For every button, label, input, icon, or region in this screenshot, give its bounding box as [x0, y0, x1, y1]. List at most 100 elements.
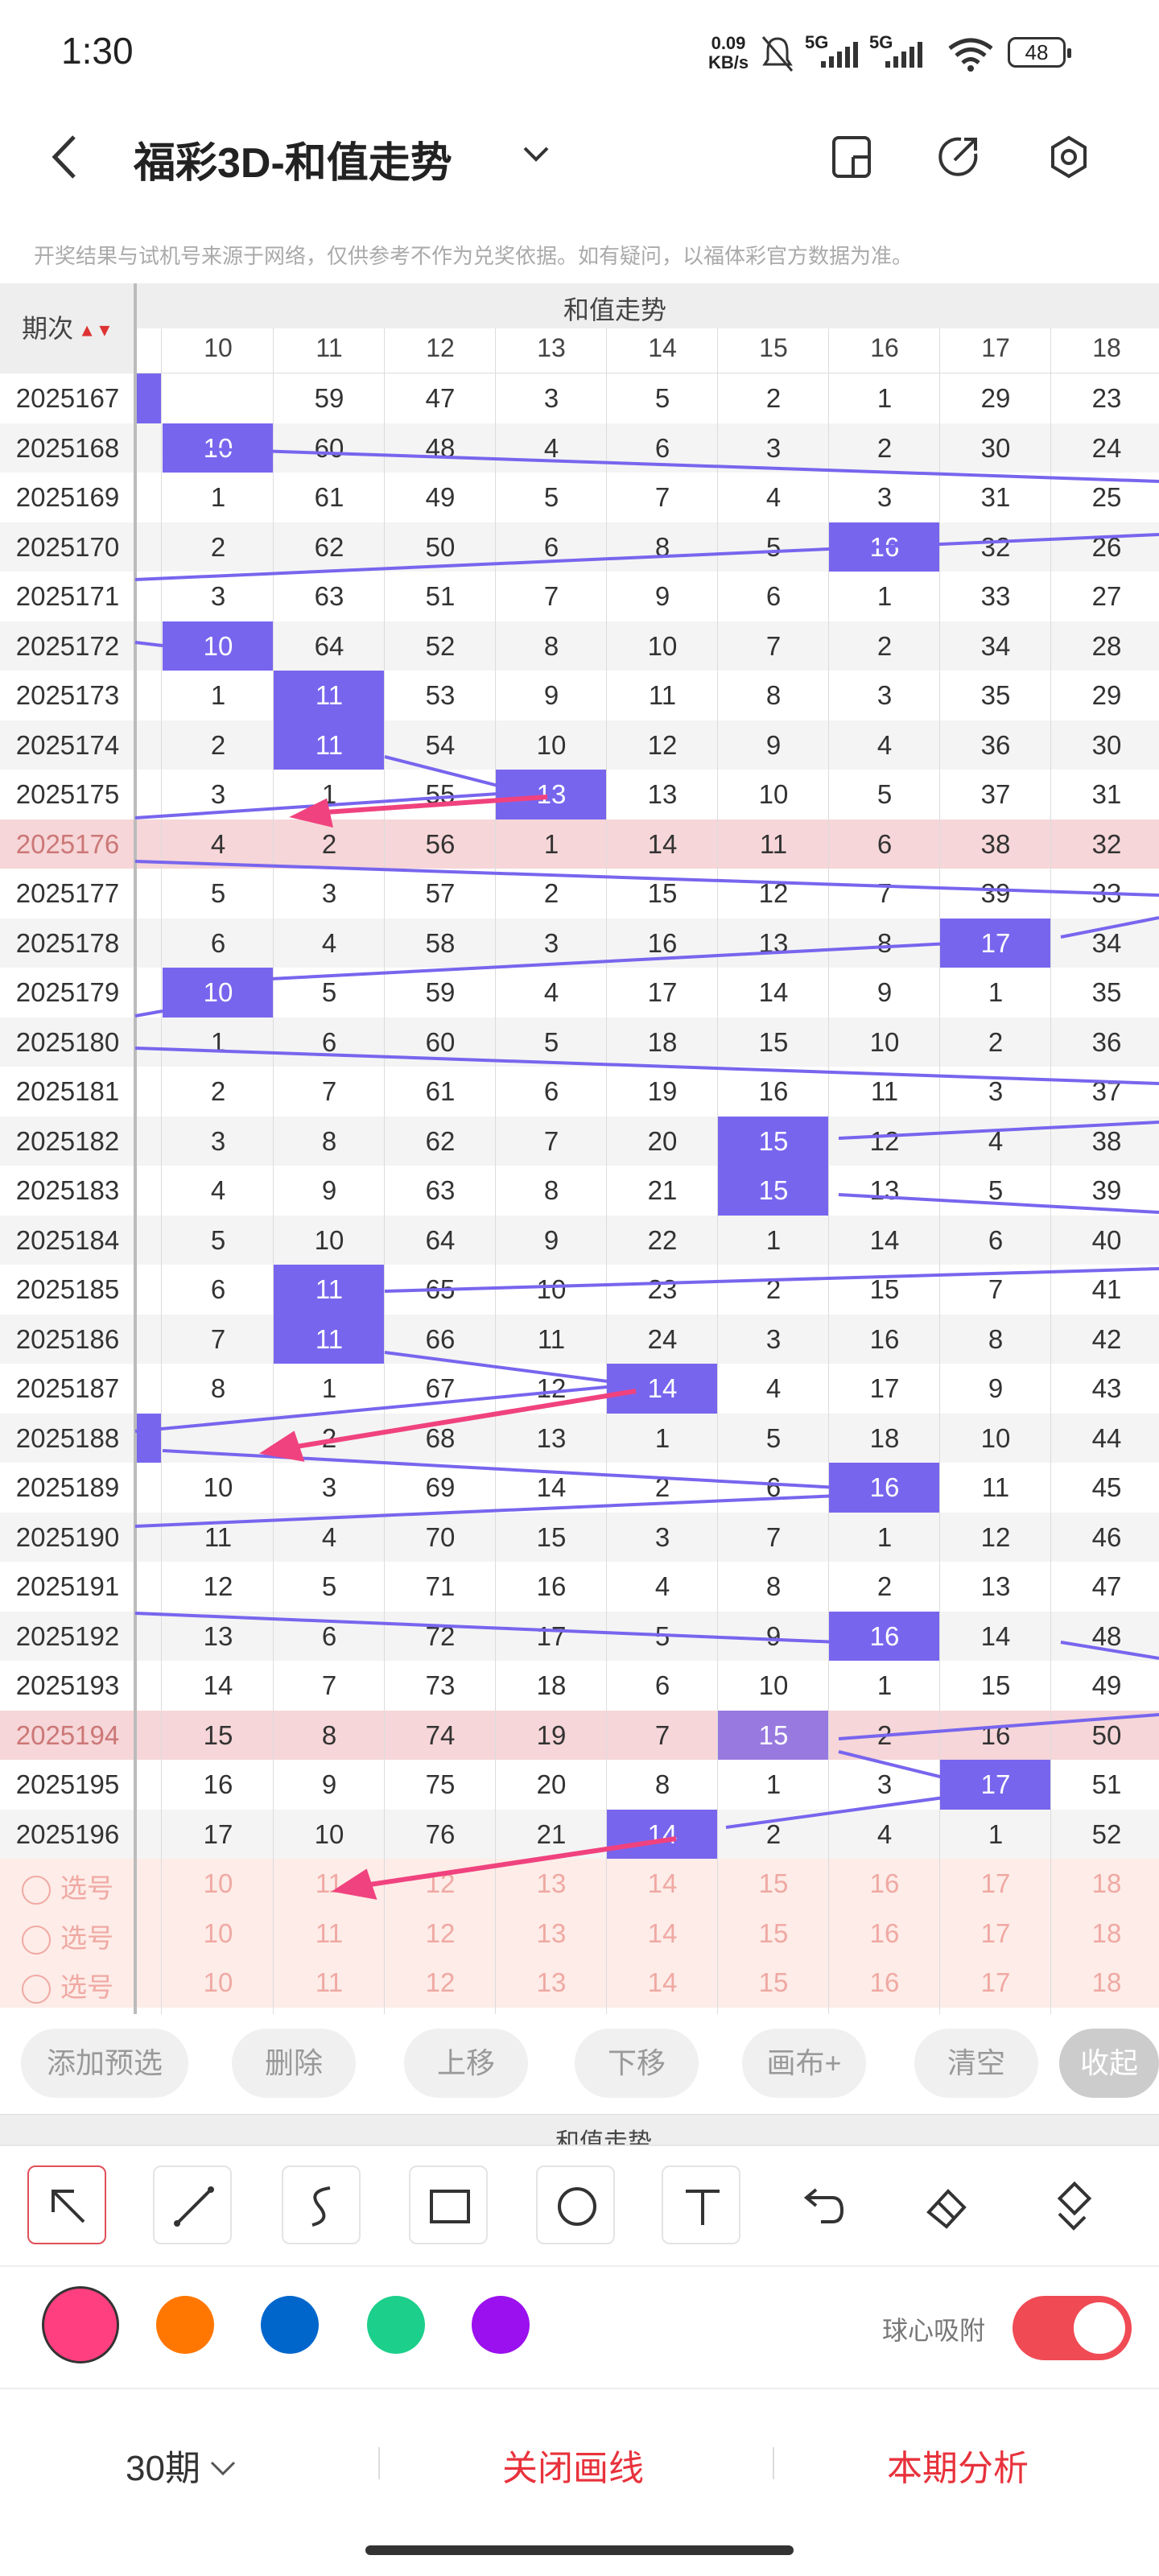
table-row[interactable]: 2025186 7 11 66 11 24 3 16 8 42	[0, 1314, 1159, 1364]
period-header[interactable]: 期次 ▲▼	[0, 283, 135, 374]
select-number-cell[interactable]: 12	[425, 1918, 456, 1948]
select-row[interactable]: 选号 10 11 12 13 14 15 16 17 18	[0, 1908, 1159, 1958]
eraser-icon[interactable]	[921, 2174, 972, 2238]
table-row[interactable]: 2025177 5 3 57 2 15 12 7 39 33	[0, 869, 1159, 919]
period-count-select[interactable]: 30期	[126, 2439, 239, 2491]
select-number-cell[interactable]: 15	[758, 1967, 789, 1997]
clear-brush-icon[interactable]	[1046, 2174, 1098, 2238]
select-number-cell[interactable]: 14	[647, 1918, 678, 1948]
select-radio-icon[interactable]	[22, 1975, 51, 2004]
canvas-plus-button[interactable]: 画布+	[742, 2029, 866, 2098]
table-row[interactable]: 2025190 11 4 70 15 3 7 1 12 46	[0, 1512, 1159, 1562]
select-number-cell[interactable]: 10	[203, 1967, 233, 1997]
select-number-cell[interactable]: 18	[1091, 1918, 1122, 1948]
table-row[interactable]: 2025196 17 10 76 21 14 2 4 1 52	[0, 1809, 1159, 1859]
table-row[interactable]: 2025175 3 1 55 13 13 10 5 37 31	[0, 770, 1159, 819]
line-tool[interactable]	[153, 2165, 232, 2244]
back-arrow-icon[interactable]	[42, 129, 90, 185]
phone-layout-icon[interactable]	[829, 133, 874, 181]
select-number-cell[interactable]: 11	[315, 1918, 344, 1948]
page-title[interactable]: 福彩3D-和值走势	[134, 140, 452, 187]
table-row[interactable]: 2025183 4 9 63 8 21 15 13 5 39	[0, 1166, 1159, 1216]
table-row[interactable]: 2025184 5 10 64 9 22 1 14 6 40	[0, 1215, 1159, 1265]
share-icon[interactable]	[935, 133, 980, 181]
table-row[interactable]: 2025191 12 5 71 16 4 8 2 13 47	[0, 1562, 1159, 1612]
table-row[interactable]: 2025182 3 8 62 7 20 15 12 4 38	[0, 1116, 1159, 1166]
table-row[interactable]: 2025192 13 6 72 17 5 9 16 14 48	[0, 1611, 1159, 1661]
table-row[interactable]: 2025178 6 4 58 3 16 13 8 17 34	[0, 918, 1159, 968]
text-tool[interactable]	[662, 2165, 740, 2244]
select-number-cell[interactable]: 12	[425, 1967, 456, 1997]
table-row[interactable]: 2025179 10 5 59 4 17 14 9 1 35	[0, 968, 1159, 1018]
table-row[interactable]: 2025174 2 11 54 10 12 9 4 36 30	[0, 720, 1159, 770]
table-row[interactable]: 2025170 2 62 50 6 8 5 16 32 26	[0, 522, 1159, 572]
rectangle-tool[interactable]	[409, 2165, 488, 2244]
table-row[interactable]: 2025173 1 11 53 9 11 8 3 35 29	[0, 671, 1159, 720]
table-row[interactable]: 2025195 16 9 75 20 8 1 3 17 51	[0, 1760, 1159, 1810]
select-radio-icon[interactable]	[22, 1925, 51, 1955]
select-number-cell[interactable]: 13	[536, 1868, 567, 1898]
select-number-cell[interactable]: 13	[536, 1967, 567, 1997]
move-up-button[interactable]: 上移	[404, 2029, 528, 2098]
select-number-cell[interactable]: 17	[980, 1918, 1011, 1948]
select-number-cell[interactable]: 16	[869, 1967, 900, 1997]
select-number-cell[interactable]: 18	[1091, 1967, 1122, 1997]
select-number-cell[interactable]: 18	[1091, 1868, 1122, 1898]
circle-tool[interactable]	[536, 2165, 615, 2244]
close-lines-button[interactable]: 关闭画线	[502, 2449, 644, 2488]
select-row[interactable]: 选号 10 11 12 13 14 15 16 17 18	[0, 1958, 1159, 2008]
table-row[interactable]: 2025171 3 63 51 7 9 6 1 33 27	[0, 572, 1159, 621]
table-row[interactable]: 2025168 10 60 48 4 6 3 2 30 24	[0, 423, 1159, 473]
freehand-tool[interactable]	[282, 2165, 361, 2244]
select-number-cell[interactable]: 16	[869, 1918, 900, 1948]
hit-cell: 11	[274, 1314, 385, 1364]
table-row[interactable]: 2025193 14 7 73 18 6 10 1 15 49	[0, 1661, 1159, 1711]
home-indicator[interactable]	[365, 2545, 794, 2555]
sort-icon[interactable]: ▲▼	[73, 320, 113, 341]
table-row[interactable]: 2025180 1 6 60 5 18 15 10 2 36	[0, 1017, 1159, 1067]
table-row[interactable]: 2025181 2 7 61 6 19 16 11 3 37	[0, 1067, 1159, 1117]
period-analysis-button[interactable]: 本期分析	[887, 2449, 1029, 2488]
select-number-cell[interactable]: 13	[536, 1918, 567, 1948]
select-row[interactable]: 选号 10 11 12 13 14 15 16 17 18	[0, 1859, 1159, 1909]
select-number-cell[interactable]: 16	[869, 1868, 900, 1898]
table-row[interactable]: 2025185 6 11 65 10 23 2 15 7 41	[0, 1265, 1159, 1315]
table-row[interactable]: 2025188 9 2 68 13 1 5 18 10 44	[0, 1413, 1159, 1463]
chevron-down-icon[interactable]	[520, 138, 552, 171]
select-number-cell[interactable]: 11	[315, 1868, 344, 1898]
select-number-cell[interactable]: 15	[758, 1918, 789, 1948]
select-row-label[interactable]: 选号	[0, 1867, 135, 1905]
select-row-label[interactable]: 选号	[0, 1917, 135, 1955]
table-row[interactable]: 2025194 15 8 74 19 7 15 2 16 50	[0, 1710, 1159, 1760]
select-arrow-tool[interactable]	[27, 2165, 106, 2244]
color-swatch-pink[interactable]	[42, 2286, 119, 2363]
select-number-cell[interactable]: 10	[203, 1868, 233, 1898]
add-preselect-button[interactable]: 添加预选	[21, 2029, 188, 2098]
table-row[interactable]: 2025169 1 61 49 5 7 4 3 31 25	[0, 473, 1159, 522]
color-swatch-purple[interactable]	[472, 2296, 530, 2354]
select-number-cell[interactable]: 11	[315, 1967, 344, 1997]
table-row[interactable]: 2025176 4 2 56 1 14 11 6 38 32	[0, 819, 1159, 869]
move-down-button[interactable]: 下移	[575, 2029, 699, 2098]
table-row[interactable]: 2025172 10 64 52 8 10 7 2 34 28	[0, 621, 1159, 671]
select-number-cell[interactable]: 14	[647, 1967, 678, 1997]
table-row[interactable]: 2025189 10 3 69 14 2 6 16 11 45	[0, 1463, 1159, 1513]
clear-button[interactable]: 清空	[914, 2029, 1038, 2098]
color-swatch-blue[interactable]	[261, 2296, 319, 2354]
undo-icon[interactable]	[797, 2174, 845, 2238]
select-number-cell[interactable]: 14	[647, 1868, 678, 1898]
collapse-button[interactable]: 收起	[1059, 2029, 1159, 2098]
select-number-cell[interactable]: 10	[203, 1918, 233, 1948]
select-radio-icon[interactable]	[22, 1876, 51, 1905]
settings-icon[interactable]	[1046, 133, 1091, 181]
color-swatch-green[interactable]	[367, 2296, 425, 2354]
delete-button[interactable]: 删除	[232, 2029, 356, 2098]
select-number-cell[interactable]: 15	[758, 1868, 789, 1898]
table-row[interactable]: 20251678594735212923	[0, 374, 1159, 423]
color-swatch-orange[interactable]	[156, 2296, 214, 2354]
select-number-cell[interactable]: 17	[980, 1868, 1011, 1898]
table-row[interactable]: 2025187 8 1 67 12 14 4 17 9 43	[0, 1364, 1159, 1414]
select-row-label[interactable]: 选号	[0, 1966, 135, 2004]
select-number-cell[interactable]: 17	[980, 1967, 1011, 1997]
select-number-cell[interactable]: 12	[425, 1868, 456, 1898]
